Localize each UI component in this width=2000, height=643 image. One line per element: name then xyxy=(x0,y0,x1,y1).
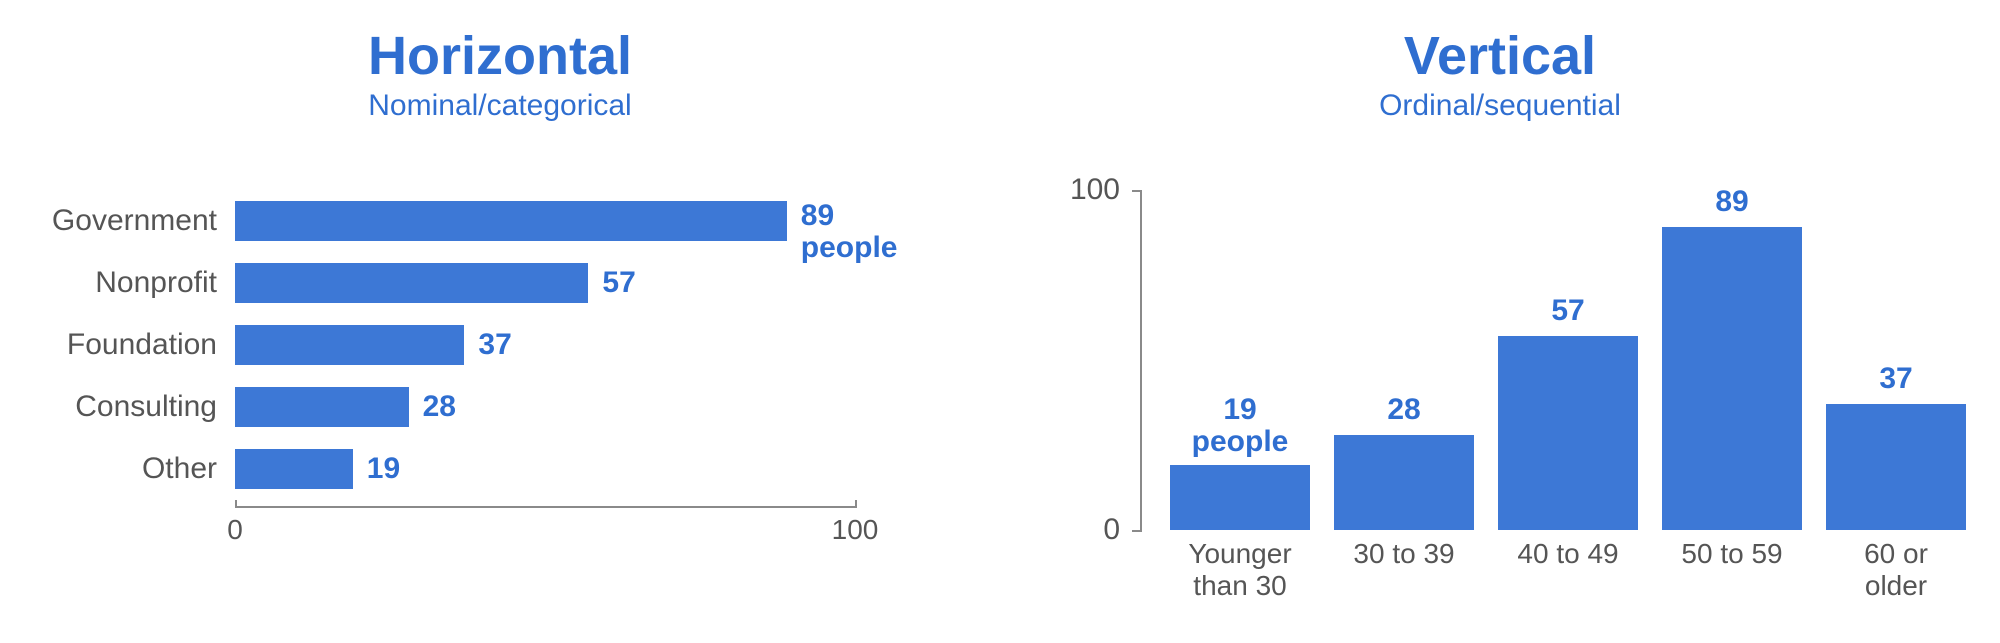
hbar-category-label: Other xyxy=(0,452,235,486)
hbar-category-label: Nonprofit xyxy=(0,266,235,300)
x-tick-label: 0 xyxy=(227,514,243,546)
hbar-bar xyxy=(235,263,588,303)
vbar-bar xyxy=(1334,435,1474,530)
hbar-value-label: 37 xyxy=(478,328,511,362)
hbar-track: 19 xyxy=(235,449,855,489)
vbar-value-label: 89 xyxy=(1715,185,1748,219)
hbar-track: 57 xyxy=(235,263,855,303)
hbar-track: 89people xyxy=(235,201,855,241)
x-tick-label: 100 xyxy=(832,514,879,546)
vbar-value-number: 19 xyxy=(1223,393,1256,426)
x-tick xyxy=(855,500,857,508)
hbar-value-label: 89people xyxy=(801,199,898,263)
vbar-bar xyxy=(1498,336,1638,530)
vbar-column: 3760 orolder xyxy=(1826,190,1966,530)
x-tick xyxy=(235,500,237,508)
vbar-value-number: 37 xyxy=(1879,362,1912,395)
vertical-chart-panel: Vertical Ordinal/sequential 010019people… xyxy=(1000,0,2000,643)
hbar-value-label: 19 xyxy=(367,452,400,486)
vbar-value-label: 57 xyxy=(1551,294,1584,328)
vbar-category-label: 50 to 59 xyxy=(1681,530,1782,570)
vbar-value-number: 28 xyxy=(1387,393,1420,426)
vbar-value-number: 57 xyxy=(1551,294,1584,327)
vbar-unit-label: people xyxy=(1192,427,1289,457)
vbar-column: 2830 to 39 xyxy=(1334,190,1474,530)
horizontal-chart-subtitle: Nominal/categorical xyxy=(0,89,1000,123)
horizontal-chart-title: Horizontal xyxy=(0,28,1000,85)
hbar-category-label: Consulting xyxy=(0,390,235,424)
hbar-row: Other 19 xyxy=(0,438,1000,500)
y-tick-label: 0 xyxy=(1103,513,1142,547)
horizontal-x-axis: 0100 xyxy=(235,506,855,546)
vbar-category-label: Youngerthan 30 xyxy=(1188,530,1291,602)
vertical-plot-area: 010019peopleYoungerthan 302830 to 395740… xyxy=(1140,190,1960,530)
vbar-column: 8950 to 59 xyxy=(1662,190,1802,530)
vbar-category-label: 60 orolder xyxy=(1864,530,1928,602)
hbar-value-number: 28 xyxy=(423,390,456,423)
hbar-row: Foundation 37 xyxy=(0,314,1000,376)
hbar-track: 37 xyxy=(235,325,855,365)
hbar-value-number: 37 xyxy=(478,328,511,361)
vbar-value-label: 37 xyxy=(1879,362,1912,396)
vbar-column: 5740 to 49 xyxy=(1498,190,1638,530)
hbar-bar xyxy=(235,449,353,489)
hbar-value-number: 57 xyxy=(602,266,635,299)
hbar-category-label: Foundation xyxy=(0,328,235,362)
hbar-row: Government89people xyxy=(0,190,1000,252)
vbar-column: 19peopleYoungerthan 30 xyxy=(1170,190,1310,530)
horizontal-chart-panel: Horizontal Nominal/categorical Governmen… xyxy=(0,0,1000,643)
hbar-value-number: 89 xyxy=(801,199,834,232)
hbar-bar xyxy=(235,387,409,427)
vbar-value-label: 19people xyxy=(1192,393,1289,457)
hbar-bar xyxy=(235,201,787,241)
vbar-value-label: 28 xyxy=(1387,393,1420,427)
vbar-bar xyxy=(1662,227,1802,530)
hbar-row: Consulting 28 xyxy=(0,376,1000,438)
hbar-value-label: 57 xyxy=(602,266,635,300)
hbar-bar xyxy=(235,325,464,365)
hbar-category-label: Government xyxy=(0,204,235,238)
vbar-value-number: 89 xyxy=(1715,185,1748,218)
vbar-category-label: 30 to 39 xyxy=(1353,530,1454,570)
hbar-value-label: 28 xyxy=(423,390,456,424)
vbar-bar xyxy=(1170,465,1310,530)
vbar-bar xyxy=(1826,404,1966,530)
vbar-category-label: 40 to 49 xyxy=(1517,530,1618,570)
hbar-track: 28 xyxy=(235,387,855,427)
y-tick-label: 100 xyxy=(1070,173,1142,207)
hbar-value-number: 19 xyxy=(367,452,400,485)
hbar-unit-label: people xyxy=(801,233,898,263)
horizontal-bar-chart: Government89peopleNonprofit57Foundation3… xyxy=(0,190,1000,500)
vertical-bar-chart: 010019peopleYoungerthan 302830 to 395740… xyxy=(1000,0,2000,643)
